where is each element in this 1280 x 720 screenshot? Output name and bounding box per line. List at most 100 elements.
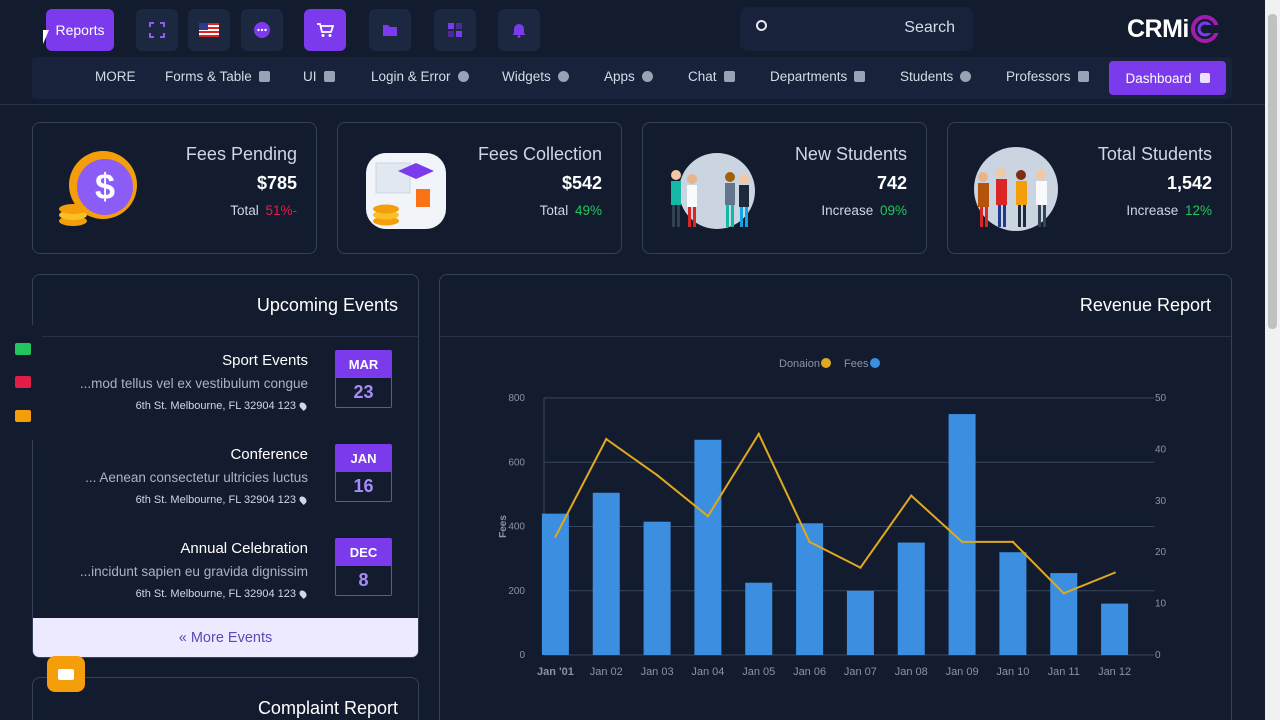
bar-fees (796, 523, 824, 655)
menu-item-apps[interactable]: Apps (604, 69, 653, 84)
floating-action-button[interactable] (47, 656, 85, 692)
y2-tick-label: 50 (1155, 393, 1167, 404)
stat-sub: Increase 09% (821, 203, 907, 218)
logo-text: CRMi (1127, 14, 1189, 43)
scrollbar-thumb[interactable] (1268, 14, 1277, 329)
x-tick-label: Jan 10 (996, 666, 1029, 678)
stat-title: Fees Collection (477, 144, 602, 164)
event-day: 16 (353, 476, 374, 496)
reports-button[interactable]: Reports (46, 9, 114, 51)
calendar-coins-illustration (366, 153, 446, 229)
cube-icon (258, 71, 270, 82)
expand-icon[interactable] (136, 9, 178, 51)
stat-title: Fees Pending (185, 144, 297, 164)
menu-item-students[interactable]: Students (900, 69, 972, 84)
event-item[interactable]: Annual Celebration ...incidunt sapien eu… (33, 538, 418, 610)
money-icon[interactable] (15, 343, 31, 355)
panel-title: Upcoming Events (256, 295, 398, 315)
bell-icon[interactable] (498, 9, 540, 51)
folders-icon[interactable] (15, 410, 31, 422)
menu-item-forms-table[interactable]: Forms & Table (165, 69, 270, 84)
bar-fees (999, 552, 1027, 655)
event-day: 8 (358, 570, 369, 590)
event-date-badge: MAR 23 (335, 350, 392, 408)
y-tick-label: 800 (508, 393, 525, 404)
chat-bubble-icon[interactable] (241, 9, 283, 51)
bar-fees (592, 492, 620, 655)
stat-sub-label: Total (230, 203, 259, 218)
stat-sub-value: 51%- (265, 203, 297, 218)
stat-sub-label: Increase (821, 203, 874, 218)
bar-fees (694, 439, 722, 655)
menu-item-dashboard[interactable]: Dashboard (1109, 61, 1226, 95)
search-icon (756, 20, 767, 31)
stat-sub: Increase 12% (1126, 203, 1212, 218)
grid-icon[interactable] (434, 9, 476, 51)
bar-fees (745, 582, 773, 655)
stat-sub-value: 49% (574, 203, 602, 218)
point-donation (757, 432, 760, 436)
panel-divider (440, 336, 1231, 337)
cart-icon[interactable] (304, 9, 346, 51)
event-date-badge: JAN 16 (335, 444, 392, 502)
flag-us-icon[interactable] (188, 9, 230, 51)
menu-item-login-error[interactable]: Login & Error (371, 69, 469, 84)
complaint-report-panel: Complaint Report (32, 677, 419, 720)
point-donation (910, 494, 913, 497)
event-address: 6th St. Melbourne, FL 32904 123 (136, 400, 308, 412)
x-tick-label: Jan 09 (946, 666, 979, 678)
app-logo[interactable]: CRMi (1127, 12, 1220, 46)
menu-label: Students (900, 69, 954, 84)
menu-item-ui[interactable]: UI (303, 69, 335, 84)
location-pin-icon (298, 401, 308, 411)
search-box[interactable]: Search (740, 7, 973, 51)
menu-label: Widgets (502, 69, 551, 84)
menu-label: Apps (604, 69, 635, 84)
main-menu: MORE Forms & Table UI Login & Error Widg… (32, 57, 1232, 99)
x-tick-label: Jan 07 (844, 666, 877, 678)
menu-label: MORE (95, 69, 136, 84)
menu-item-departments[interactable]: Departments (770, 69, 866, 84)
menu-label: Forms & Table (165, 69, 252, 84)
event-date-badge: DEC 8 (335, 538, 392, 596)
dashboard-icon (1199, 73, 1210, 83)
x-tick-label: Jan 03 (641, 666, 674, 678)
legend-label-donation: Donaion (779, 358, 820, 370)
more-events-button[interactable]: « More Events (33, 618, 418, 657)
panel-title: Complaint Report (257, 698, 398, 718)
students-group-illustration (671, 153, 755, 229)
point-donation (605, 437, 608, 441)
event-description: ...mod tellus vel ex vestibulum congue (79, 376, 308, 391)
image-icon[interactable] (15, 376, 31, 388)
legend-marker-donation (821, 358, 831, 368)
menu-item-professors[interactable]: Professors (1006, 69, 1089, 84)
event-item[interactable]: Conference ... Aenean consectetur ultric… (33, 444, 418, 516)
menu-item-chat[interactable]: Chat (688, 69, 735, 84)
event-address-text: 6th St. Melbourne, FL 32904 123 (135, 588, 296, 600)
user-icon (960, 71, 972, 82)
y2-tick-label: 20 (1155, 547, 1167, 558)
search-input[interactable]: Search (904, 19, 955, 36)
message-icon (723, 71, 735, 82)
revenue-report-panel: Revenue Report 0 200 400 600 800 0 10 20 30 40 50 F… (439, 274, 1232, 720)
logo-icon (1190, 15, 1220, 43)
legend-marker-fees (870, 358, 880, 368)
revenue-chart: 0 200 400 600 800 0 10 20 30 40 50 Fees Jan '01 Jan 0… (498, 358, 1167, 678)
bar-fees (897, 542, 925, 655)
event-description: ...incidunt sapien eu gravida dignissim (79, 564, 308, 579)
id-card-icon (1077, 71, 1089, 82)
stat-value: 1,542 (1166, 173, 1212, 193)
stat-sub: Total 49% (540, 203, 602, 218)
point-donation (808, 540, 811, 544)
page-scrollbar[interactable] (1265, 0, 1280, 720)
top-bar: Reports Search CRMi (0, 0, 1280, 56)
svg-text:$: $ (95, 166, 115, 207)
menu-item-widgets[interactable]: Widgets (502, 69, 569, 84)
folder-icon[interactable] (369, 9, 411, 51)
menu-item-more[interactable]: MORE (95, 69, 136, 84)
point-donation (1011, 540, 1015, 544)
quick-access-rail (0, 325, 42, 440)
bar-fees (1101, 603, 1129, 655)
x-tick-label: Jan 04 (691, 666, 724, 678)
event-item[interactable]: Sport Events ...mod tellus vel ex vestib… (33, 350, 418, 422)
